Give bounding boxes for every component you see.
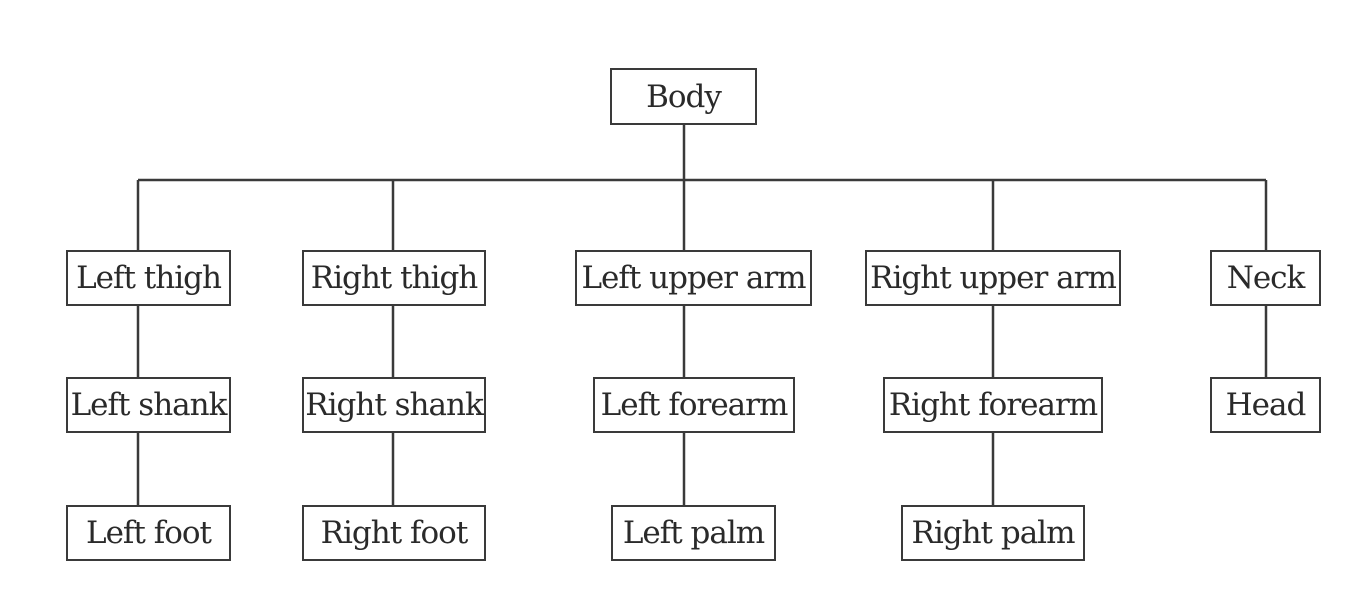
node-right-shank: Right shank [302,377,486,433]
node-body: Body [610,68,757,125]
node-head: Head [1210,377,1321,433]
node-left-foot: Left foot [66,505,231,561]
node-neck: Neck [1210,250,1321,306]
node-left-palm: Left palm [611,505,776,561]
node-left-upper-arm: Left upper arm [575,250,812,306]
node-right-thigh: Right thigh [302,250,486,306]
node-left-shank: Left shank [66,377,231,433]
node-right-forearm: Right forearm [883,377,1103,433]
node-right-palm: Right palm [901,505,1085,561]
node-right-upper-arm: Right upper arm [865,250,1121,306]
node-left-thigh: Left thigh [66,250,231,306]
node-right-foot: Right foot [302,505,486,561]
node-left-forearm: Left forearm [593,377,795,433]
